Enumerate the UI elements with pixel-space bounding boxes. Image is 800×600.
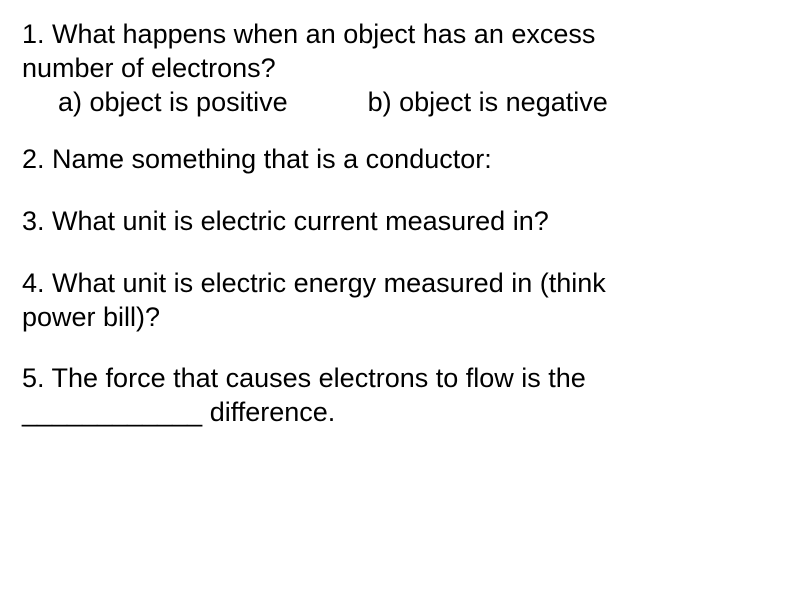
q1-options-row: a) object is positive b) object is negat… <box>22 86 778 120</box>
q5-text-line2: ____________ difference. <box>22 396 778 430</box>
q4-text-line2: power bill)? <box>22 301 778 335</box>
worksheet-page: 1. What happens when an object has an ex… <box>0 0 800 476</box>
question-2: 2. Name something that is a conductor: <box>22 143 778 177</box>
q1-option-b: b) object is negative <box>368 86 608 120</box>
q1-text-line2: number of electrons? <box>22 52 778 86</box>
question-4: 4. What unit is electric energy measured… <box>22 267 778 335</box>
q4-text-line1: 4. What unit is electric energy measured… <box>22 267 778 301</box>
question-3: 3. What unit is electric current measure… <box>22 205 778 239</box>
q3-text: 3. What unit is electric current measure… <box>22 205 778 239</box>
q5-text-line1: 5. The force that causes electrons to fl… <box>22 362 778 396</box>
q2-text: 2. Name something that is a conductor: <box>22 143 778 177</box>
q1-option-a: a) object is positive <box>22 86 368 120</box>
question-1: 1. What happens when an object has an ex… <box>22 18 778 119</box>
q1-text-line1: 1. What happens when an object has an ex… <box>22 18 778 52</box>
question-5: 5. The force that causes electrons to fl… <box>22 362 778 430</box>
